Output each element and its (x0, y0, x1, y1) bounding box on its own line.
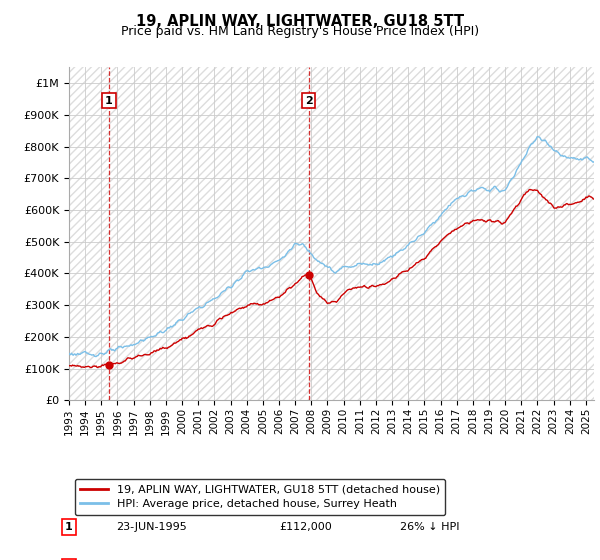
Text: 2: 2 (305, 96, 313, 105)
Text: 1: 1 (105, 96, 113, 105)
Text: Price paid vs. HM Land Registry's House Price Index (HPI): Price paid vs. HM Land Registry's House … (121, 25, 479, 38)
Text: 23-JUN-1995: 23-JUN-1995 (116, 522, 187, 532)
Text: £112,000: £112,000 (279, 522, 332, 532)
Legend: 19, APLIN WAY, LIGHTWATER, GU18 5TT (detached house), HPI: Average price, detach: 19, APLIN WAY, LIGHTWATER, GU18 5TT (det… (74, 479, 445, 515)
Text: 26% ↓ HPI: 26% ↓ HPI (400, 522, 459, 532)
Text: 1: 1 (65, 522, 73, 532)
Text: 19, APLIN WAY, LIGHTWATER, GU18 5TT: 19, APLIN WAY, LIGHTWATER, GU18 5TT (136, 14, 464, 29)
